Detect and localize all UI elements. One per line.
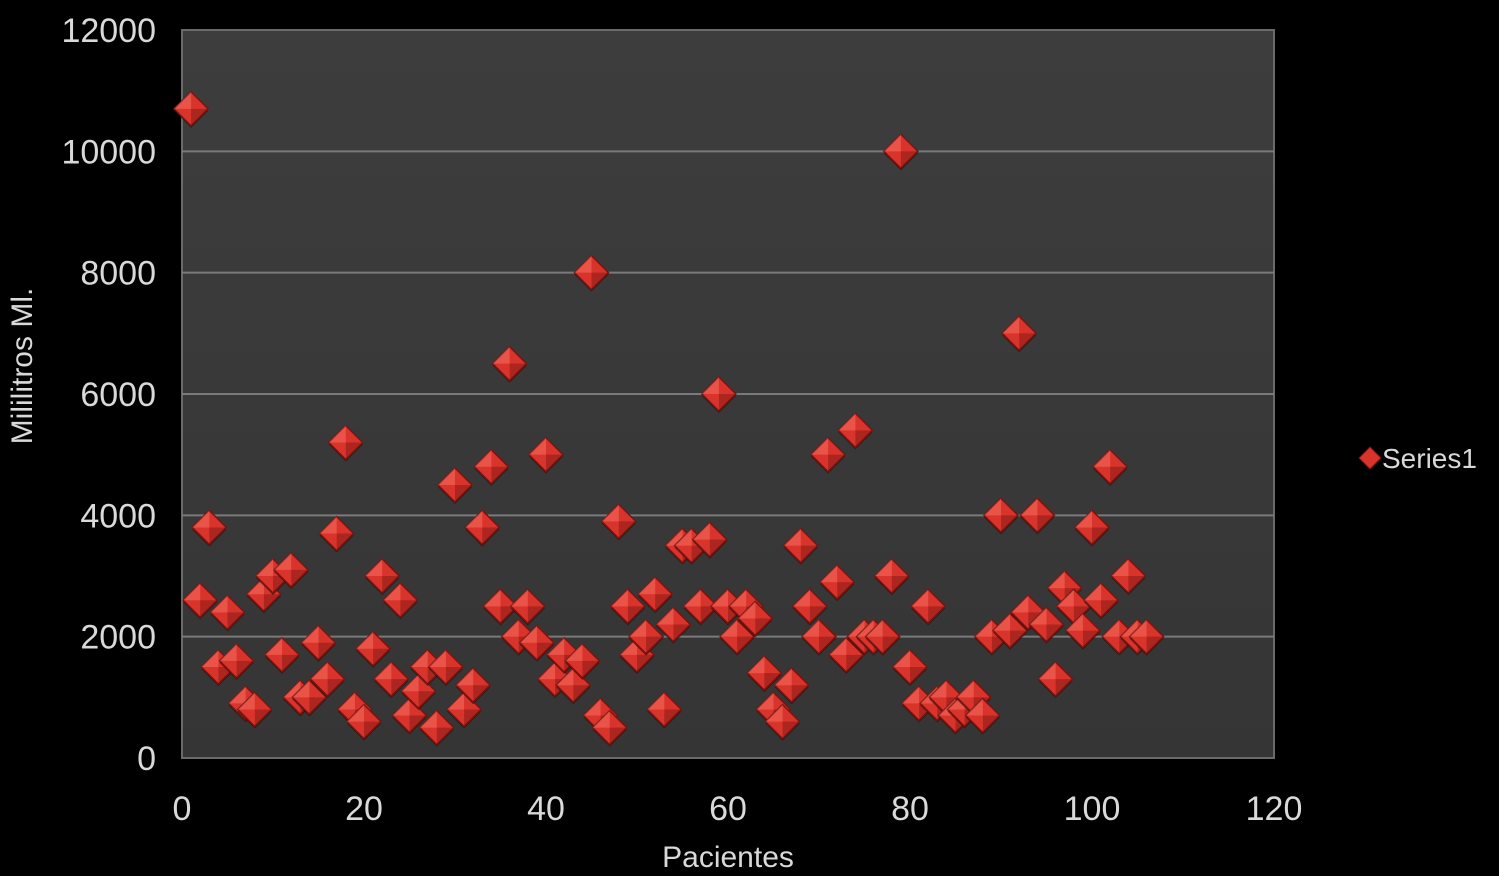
data-point (764, 703, 801, 741)
data-point (455, 667, 492, 705)
data-point (791, 588, 828, 626)
data-point (273, 551, 310, 589)
data-point (1001, 315, 1038, 353)
data-point (300, 624, 337, 662)
y-tick-label: 4000 (80, 497, 156, 535)
data-point (882, 133, 919, 171)
y-tick-label: 0 (137, 740, 156, 778)
data-point (646, 691, 683, 729)
data-point (173, 90, 210, 128)
data-point (837, 412, 874, 450)
data-point (982, 497, 1020, 535)
data-point (1110, 557, 1147, 595)
data-point (364, 557, 401, 595)
data-point (719, 618, 756, 656)
data-point (327, 424, 364, 462)
data-point (527, 436, 565, 474)
data-point (509, 588, 546, 626)
data-point (1073, 509, 1111, 547)
legend-marker-series1 (1358, 446, 1382, 470)
data-point (1028, 606, 1065, 644)
y-axis-ticks: 0 2000 4000 6000 8000 10000 12000 (61, 12, 156, 778)
y-tick-label: 2000 (80, 619, 156, 657)
data-point (691, 521, 728, 559)
data-point (782, 527, 819, 565)
x-tick-label: 40 (527, 790, 565, 828)
x-tick-label: 100 (1064, 790, 1121, 828)
data-point (236, 691, 273, 729)
legend: Series1 (1358, 443, 1477, 474)
y-tick-label: 6000 (80, 376, 156, 414)
data-point (482, 588, 519, 626)
data-point (1019, 497, 1056, 535)
y-tick-label: 8000 (80, 255, 156, 293)
data-point (655, 606, 692, 644)
data-point (810, 436, 847, 474)
data-point (910, 588, 947, 626)
data-point (800, 618, 838, 656)
data-point (1064, 612, 1101, 650)
x-axis-title: Pacientes (662, 841, 794, 874)
data-point (891, 648, 929, 686)
data-point (355, 630, 392, 668)
data-point (964, 697, 1001, 735)
data-point (491, 345, 528, 383)
data-point (1092, 448, 1129, 486)
y-tick-label: 12000 (61, 12, 156, 50)
data-points (173, 90, 1165, 747)
data-point (600, 503, 637, 541)
data-point (1037, 661, 1074, 699)
x-tick-label: 0 (173, 790, 192, 828)
data-point (218, 642, 255, 680)
data-point (264, 636, 301, 674)
data-point (573, 254, 610, 292)
data-point (737, 600, 774, 638)
data-point (1083, 582, 1120, 620)
data-point (291, 679, 328, 717)
data-point (345, 703, 383, 741)
data-point (564, 642, 601, 680)
data-point (382, 582, 419, 620)
data-point (309, 661, 346, 699)
data-point (873, 557, 910, 595)
x-tick-label: 60 (709, 790, 747, 828)
data-point (1128, 618, 1165, 656)
data-point (418, 709, 455, 747)
data-point (992, 612, 1029, 650)
data-point (864, 618, 901, 656)
data-point (473, 448, 510, 486)
data-point (191, 509, 228, 547)
data-point (628, 618, 665, 656)
data-point (373, 661, 410, 699)
x-tick-label: 20 (345, 790, 383, 828)
data-point (609, 588, 646, 626)
data-point (318, 515, 355, 553)
x-axis-ticks: 0 20 40 60 80 100 120 (173, 790, 1303, 828)
data-point (819, 564, 856, 602)
data-point (464, 509, 501, 547)
y-axis-title: Mililitros Ml. (6, 288, 39, 445)
data-point (182, 582, 219, 620)
y-tick-label: 10000 (61, 133, 156, 171)
data-point (828, 636, 865, 674)
data-point (518, 624, 555, 662)
data-point (209, 594, 246, 632)
data-point (700, 375, 737, 413)
data-point (427, 648, 464, 686)
x-tick-label: 120 (1246, 790, 1303, 828)
x-tick-label: 80 (891, 790, 929, 828)
data-point (436, 466, 474, 504)
legend-label-series1: Series1 (1382, 443, 1477, 474)
data-point (637, 576, 674, 614)
data-point (773, 667, 810, 705)
data-point (391, 697, 428, 735)
data-point (591, 709, 628, 747)
data-point (746, 655, 783, 693)
